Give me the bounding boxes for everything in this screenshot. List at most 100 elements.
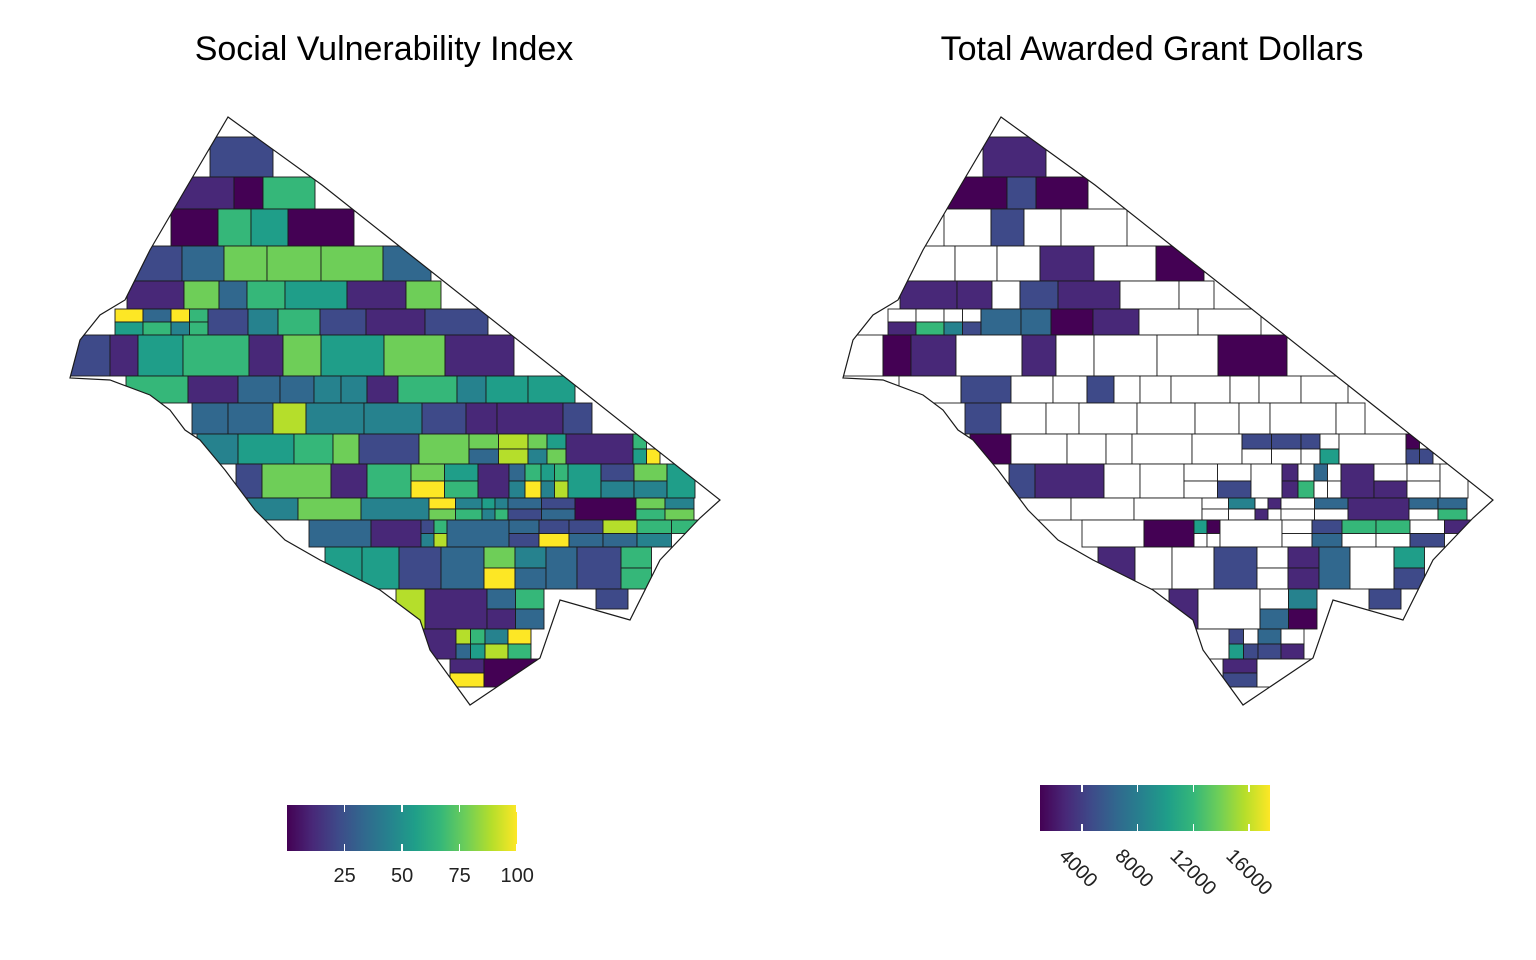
tract-polygon xyxy=(444,480,479,499)
tract-polygon xyxy=(360,497,430,521)
tract-polygon xyxy=(1119,280,1180,310)
tract-polygon xyxy=(600,480,635,499)
tract-polygon xyxy=(540,463,555,482)
tract-polygon xyxy=(1335,402,1366,435)
tract-polygon xyxy=(568,533,604,548)
tract-polygon xyxy=(428,508,456,521)
tract-polygon xyxy=(358,433,420,465)
tract-polygon xyxy=(1081,519,1145,548)
tract-polygon xyxy=(1409,533,1445,548)
tract-polygon xyxy=(324,546,363,590)
tract-polygon xyxy=(1045,402,1080,435)
tract-polygon xyxy=(481,508,496,521)
tract-polygon xyxy=(416,628,457,660)
tract-polygon xyxy=(363,402,423,435)
tract-polygon xyxy=(574,497,637,521)
tract-polygon xyxy=(313,375,342,404)
tract-polygon xyxy=(508,463,526,482)
tract-polygon xyxy=(70,334,111,377)
tract-polygon xyxy=(546,448,567,465)
legend-tick-mark xyxy=(458,805,461,812)
tract-polygon xyxy=(424,588,488,630)
tract-polygon xyxy=(508,519,540,534)
legend-tick-mark xyxy=(401,805,403,812)
tract-polygon xyxy=(943,321,963,336)
tract-polygon xyxy=(1373,463,1408,482)
tract-polygon xyxy=(456,375,487,404)
tract-polygon xyxy=(1131,433,1193,465)
tract-polygon xyxy=(1086,375,1115,404)
tract-polygon xyxy=(1213,546,1258,590)
tract-polygon xyxy=(266,245,322,282)
svi-map-panel: Social Vulnerability Index 25 50 75 100 xyxy=(69,30,721,887)
tract-polygon xyxy=(468,433,499,450)
tract-polygon xyxy=(568,519,604,534)
tract-polygon xyxy=(405,280,442,310)
tract-polygon xyxy=(320,245,384,282)
tract-polygon xyxy=(915,321,945,336)
tract-polygon xyxy=(486,588,516,610)
grants-tracts xyxy=(843,136,1480,688)
tract-polygon xyxy=(1136,402,1196,435)
tract-polygon xyxy=(1373,480,1408,499)
tract-polygon xyxy=(990,208,1025,247)
tract-polygon xyxy=(1238,402,1271,435)
tract-polygon xyxy=(515,588,545,610)
tract-polygon xyxy=(223,245,268,282)
tract-polygon xyxy=(207,308,249,336)
tract-polygon xyxy=(1243,628,1259,645)
tract-polygon xyxy=(209,136,274,178)
tract-polygon xyxy=(969,433,1012,465)
tract-polygon xyxy=(538,519,570,534)
tract-polygon xyxy=(189,321,209,336)
tract-polygon xyxy=(455,643,471,660)
tract-polygon xyxy=(109,334,139,377)
tract-polygon xyxy=(247,308,279,336)
tract-polygon xyxy=(1319,448,1340,465)
tract-polygon xyxy=(1008,463,1036,499)
tract-polygon xyxy=(1314,497,1349,510)
tract-polygon xyxy=(507,628,532,645)
tract-polygon xyxy=(633,480,668,499)
legend-tick-label: 75 xyxy=(448,865,471,887)
svi-tracts xyxy=(70,136,707,688)
tract-polygon xyxy=(397,375,458,404)
tract-polygon xyxy=(444,334,515,377)
tract-polygon xyxy=(308,519,372,548)
tract-polygon xyxy=(1281,519,1313,534)
tract-polygon xyxy=(277,308,321,336)
tract-polygon xyxy=(481,497,496,510)
tract-polygon xyxy=(527,433,548,450)
tract-polygon xyxy=(887,308,917,323)
tract-polygon xyxy=(508,533,540,548)
tract-polygon xyxy=(508,480,526,499)
tract-polygon xyxy=(1341,533,1377,548)
tract-polygon xyxy=(554,463,569,482)
tract-polygon xyxy=(484,628,509,645)
tract-polygon xyxy=(982,136,1047,178)
tract-polygon xyxy=(565,433,634,465)
tract-polygon xyxy=(1000,402,1047,435)
tract-polygon xyxy=(272,402,307,435)
tract-polygon xyxy=(1258,375,1302,404)
tract-polygon xyxy=(1313,480,1328,499)
tract-polygon xyxy=(1340,463,1375,499)
svi-color-legend xyxy=(287,805,517,851)
tract-polygon xyxy=(1406,463,1441,482)
tract-polygon xyxy=(496,402,564,435)
tract-polygon xyxy=(410,480,445,499)
tract-polygon xyxy=(524,463,542,482)
legend-tick-mark xyxy=(1136,785,1139,792)
legend-tick-mark xyxy=(343,805,346,812)
tract-polygon xyxy=(1257,628,1282,645)
tract-polygon xyxy=(1314,508,1349,521)
tract-polygon xyxy=(248,334,284,377)
tract-polygon xyxy=(420,519,435,534)
tract-polygon xyxy=(1437,508,1468,521)
legend-tick-mark xyxy=(401,844,403,851)
tract-polygon xyxy=(1228,497,1256,510)
tract-polygon xyxy=(370,519,422,548)
tract-polygon xyxy=(1259,608,1289,630)
tract-polygon xyxy=(996,245,1041,282)
tract-polygon xyxy=(1228,628,1244,645)
